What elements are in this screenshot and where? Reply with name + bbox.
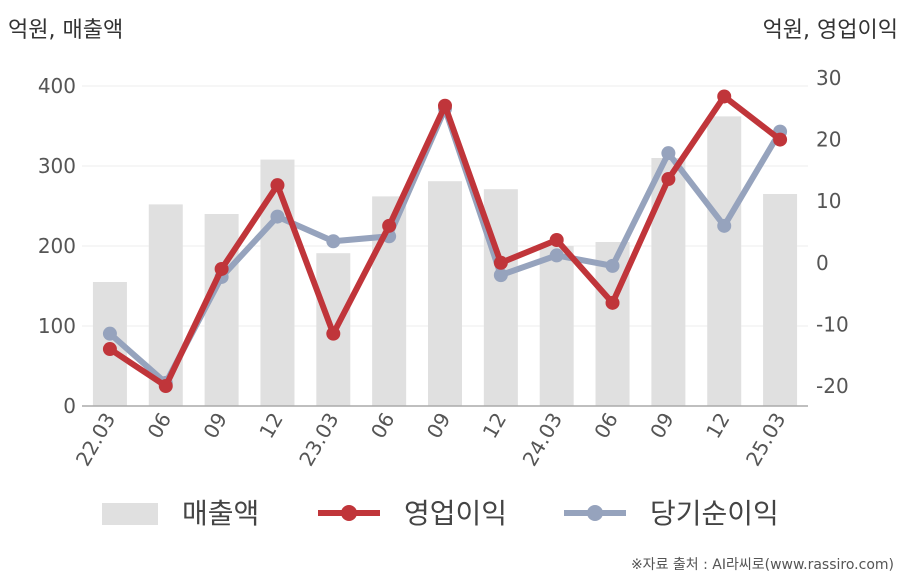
series-point	[493, 255, 508, 270]
legend-swatch-dot	[587, 505, 603, 521]
series-point	[773, 132, 788, 147]
x-tick-label: 09	[198, 409, 232, 443]
x-tick-label: 12	[478, 409, 512, 443]
legend-swatch-bar	[102, 503, 158, 525]
series-point	[102, 326, 117, 341]
revenue-bar	[539, 246, 574, 406]
legend-label: 매출액	[182, 497, 259, 530]
left-tick-label: 200	[38, 234, 76, 258]
left-tick-label: 400	[38, 74, 76, 98]
right-tick-label: 20	[816, 128, 841, 152]
left-tick-label: 100	[38, 314, 76, 338]
revenue-bar	[707, 116, 742, 407]
revenue-bar	[651, 158, 686, 406]
right-axis-unit: 억원, 영업이익	[762, 18, 898, 43]
series-point	[438, 98, 452, 113]
left-tick-label: 300	[38, 154, 76, 178]
source-note: ※자료 출처 : AI라씨로(www.rassiro.com)	[630, 557, 894, 573]
series-point	[605, 295, 620, 310]
series-point	[382, 218, 397, 233]
series-point	[158, 379, 173, 393]
left-axis-unit: 억원, 매출액	[8, 18, 124, 43]
series-point	[661, 172, 676, 187]
series-point	[493, 268, 508, 283]
series-point	[717, 89, 732, 104]
series-point	[717, 218, 732, 233]
right-tick-label: 0	[816, 251, 829, 275]
series-point	[270, 209, 285, 224]
right-tick-label: -10	[816, 312, 849, 336]
x-tick-label: 25.03	[741, 409, 790, 471]
series-point	[102, 342, 117, 357]
x-tick-label: 12	[254, 409, 288, 443]
revenue-bar	[763, 194, 798, 406]
x-tick-label: 09	[645, 409, 679, 443]
revenue-bar	[428, 181, 462, 406]
legend-swatch-dot	[341, 505, 357, 521]
x-tick-label: 06	[366, 409, 400, 443]
series-point	[661, 146, 676, 161]
series-point	[549, 248, 564, 263]
x-tick-label: 09	[422, 409, 456, 443]
x-tick-label: 06	[589, 409, 623, 443]
legend-label: 영업이익	[404, 497, 507, 530]
legend-label: 당기순이익	[650, 497, 779, 530]
revenue-bars	[92, 116, 798, 407]
x-tick-label: 24.03	[518, 409, 567, 471]
right-tick-label: 30	[816, 66, 841, 90]
series-point	[549, 233, 564, 248]
series-point	[270, 178, 285, 193]
x-tick-label: 23.03	[294, 409, 343, 471]
series-point	[605, 258, 620, 273]
series-point	[214, 261, 229, 276]
revenue-bar	[260, 159, 295, 406]
revenue-bar	[204, 214, 239, 406]
x-tick-label: 12	[701, 409, 735, 443]
left-tick-label: 0	[63, 394, 76, 418]
x-tick-label: 22.03	[71, 409, 120, 471]
profit-lines	[102, 89, 788, 393]
x-tick-label: 06	[143, 409, 177, 443]
right-tick-label: -20	[816, 374, 849, 398]
right-tick-label: 10	[816, 189, 841, 213]
legend: 매출액 영업이익 당기순이익	[102, 497, 779, 530]
series-point	[326, 234, 341, 249]
series-point	[326, 326, 341, 341]
